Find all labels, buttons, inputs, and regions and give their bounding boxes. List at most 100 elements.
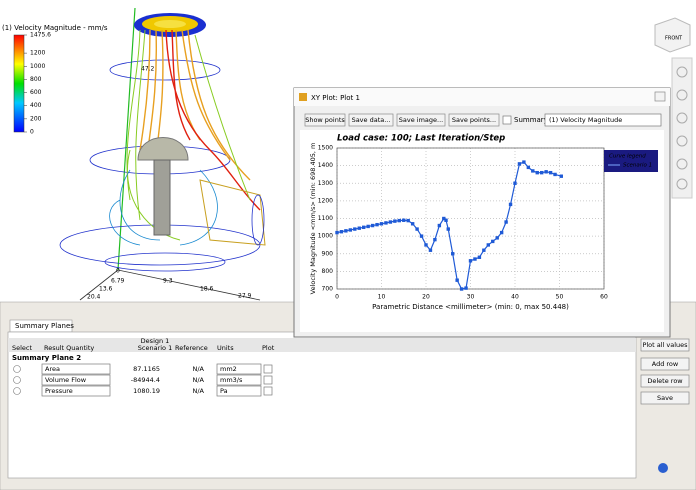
- data-point: [428, 248, 433, 252]
- data-point: [379, 222, 384, 226]
- toolbar-button[interactable]: [448, 113, 500, 127]
- data-point: [508, 202, 513, 207]
- axis-label: 18.6: [200, 286, 214, 293]
- data-point: [513, 181, 517, 185]
- group-label: Summary Plane 2: [12, 354, 81, 362]
- toolbar-button[interactable]: [348, 113, 394, 127]
- data-point: [451, 252, 455, 256]
- toolbar-right[interactable]: [671, 57, 693, 199]
- plot-panel: [300, 130, 664, 332]
- axis-label: 0: [116, 268, 120, 275]
- dialog-icon: [299, 93, 307, 101]
- data-point: [348, 228, 353, 232]
- data-point: [424, 243, 428, 247]
- data-point: [486, 243, 490, 247]
- data-point: [442, 216, 446, 221]
- side-button[interactable]: [640, 338, 690, 352]
- view-cube[interactable]: FRONT: [654, 17, 691, 53]
- quantity-select[interactable]: [41, 374, 111, 386]
- y-tick-label: 1100: [318, 215, 333, 222]
- view-cube-label: FRONT: [665, 36, 683, 42]
- axis-label: 9.3: [163, 278, 173, 285]
- data-point: [384, 221, 388, 225]
- data-point: [477, 255, 482, 259]
- units: mm2: [220, 365, 237, 373]
- data-point: [491, 239, 495, 244]
- data-point: [504, 220, 508, 224]
- row-radio[interactable]: [13, 376, 21, 384]
- units: mm3/s: [220, 376, 243, 384]
- data-point: [522, 160, 526, 164]
- table-header: [8, 338, 636, 352]
- side-button[interactable]: [640, 374, 690, 388]
- side-button[interactable]: [640, 391, 690, 405]
- y-tick-label: 700: [322, 286, 334, 293]
- side-button-label: Plot all values: [642, 341, 688, 349]
- close-button[interactable]: [654, 91, 666, 102]
- value: 1080.19: [133, 387, 160, 395]
- row-radio[interactable]: [13, 365, 21, 373]
- data-point: [464, 286, 468, 290]
- axis-label: 47.2: [141, 66, 155, 73]
- data-point: [531, 169, 535, 173]
- legend-tick-label: 1200: [30, 50, 45, 57]
- legend-tick-label: 200: [30, 115, 42, 122]
- column-header: Design 1: [141, 337, 170, 345]
- x-tick-label: 50: [556, 294, 564, 301]
- toolbar-button[interactable]: [396, 113, 446, 127]
- units-select[interactable]: [216, 374, 262, 386]
- quantity-select[interactable]: [544, 113, 662, 127]
- data-point: [559, 174, 563, 178]
- data-point: [459, 287, 464, 291]
- data-point: [344, 229, 348, 233]
- side-button[interactable]: [640, 357, 690, 371]
- toolbar-button[interactable]: [304, 113, 346, 127]
- units-select[interactable]: [216, 363, 262, 375]
- reference: N/A: [193, 387, 205, 395]
- chart-title: Load case: 100; Last Iteration/Step: [337, 134, 505, 144]
- help-icon[interactable]: [658, 463, 668, 473]
- plot-checkbox[interactable]: [263, 364, 273, 374]
- summary-checkbox[interactable]: [502, 115, 512, 125]
- legend-box: [604, 150, 658, 172]
- side-buttons: Plot all values Add row Delete row Save: [640, 338, 690, 405]
- data-point: [406, 218, 410, 223]
- plot-checkbox[interactable]: [263, 375, 273, 385]
- quantity-select[interactable]: [41, 385, 111, 397]
- axis-labels: 47.2 0 6.79 9.3 13.6 18.6 20.4 27.9: [87, 66, 252, 301]
- data-point: [375, 222, 379, 227]
- row-radio[interactable]: [13, 387, 21, 395]
- value: 87.1165: [133, 365, 160, 373]
- quantity: Volume Flow: [45, 376, 87, 384]
- data-point: [544, 170, 548, 174]
- data-point: [437, 223, 442, 228]
- data-point: [482, 248, 486, 252]
- data-point: [357, 226, 361, 230]
- x-tick-label: 60: [600, 294, 608, 301]
- y-tick-label: 1400: [318, 162, 333, 169]
- units-select[interactable]: [216, 385, 262, 397]
- legend-tick-label: 600: [30, 89, 42, 96]
- legend-title: (1) Velocity Magnitude - mm/s: [2, 24, 108, 32]
- column-header: Units: [217, 344, 234, 352]
- x-tick-label: 20: [422, 294, 430, 301]
- dialog-toolbar: Show points Save data... Save image... Save…: [304, 113, 662, 127]
- legend-label: Scenario 1: [623, 163, 652, 169]
- axis-label: 6.79: [111, 278, 125, 285]
- data-point: [468, 259, 473, 263]
- side-button-label: Add row: [652, 360, 679, 368]
- plot-checkbox[interactable]: [263, 386, 273, 396]
- chart: Load case: 100; Last Iteration/Step 700 80…: [309, 134, 658, 311]
- dialog-title: XY Plot: Plot 1: [311, 94, 360, 102]
- toolbar-button-label: Save points...: [452, 116, 496, 124]
- x-axis-label: Parametric Distance <millimeter> (min: 0…: [372, 303, 569, 311]
- data-point: [433, 237, 437, 242]
- data-point: [388, 220, 393, 224]
- data-point: [517, 162, 522, 166]
- color-bar: [13, 34, 25, 133]
- quantity-select-label: (1) Velocity Magnitude: [549, 116, 622, 124]
- quantity-select[interactable]: [41, 363, 111, 375]
- data-point: [335, 230, 339, 235]
- legend-tick-label: 400: [30, 102, 42, 109]
- x-tick-label: 40: [511, 294, 519, 301]
